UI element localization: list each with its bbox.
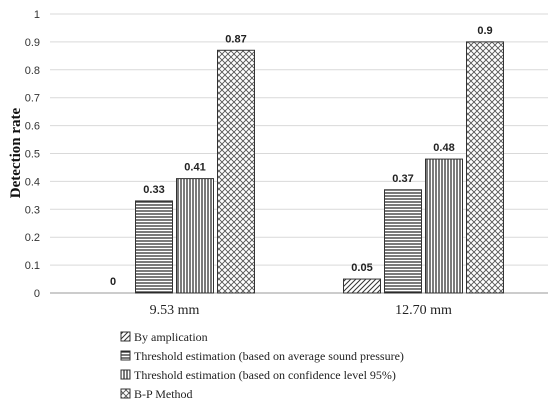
data-label: 0.37	[392, 173, 413, 185]
bar-3-1	[176, 178, 214, 294]
legend-label: By amplication	[134, 330, 208, 344]
data-label: 0.9	[477, 25, 492, 37]
bar-4-1	[217, 49, 255, 294]
y-tick-label: 0.3	[25, 204, 40, 216]
y-tick-label: 0	[34, 288, 40, 300]
gridlines	[50, 13, 548, 294]
bar-3-2	[425, 158, 463, 294]
bars	[135, 41, 504, 294]
y-tick-label: 0.9	[25, 37, 40, 49]
data-label: 0	[110, 276, 116, 288]
y-tick-label: 0.1	[25, 260, 40, 272]
bar-4-2	[466, 41, 504, 294]
data-label: 0.41	[184, 162, 205, 174]
y-axis-label: Detection rate	[8, 107, 24, 198]
y-tick-label: 0.4	[25, 176, 40, 188]
legend-swatch	[120, 388, 131, 399]
bar-2-2	[384, 189, 422, 294]
category-label: 9.53 mm	[150, 303, 200, 318]
data-label: 0.87	[225, 33, 246, 45]
y-axis-ticks: 0 0.1 0.2 0.3 0.4 0.5 0.6 0.7 0.8 0.9 1	[25, 9, 40, 300]
legend-swatch	[120, 369, 131, 380]
y-tick-label: 0.2	[25, 232, 40, 244]
category-label: 12.70 mm	[395, 303, 452, 318]
data-labels: 0 0.33 0.41 0.87 0.05 0.37 0.48 0.9	[110, 25, 493, 288]
y-tick-label: 0.6	[25, 121, 40, 133]
y-tick-label: 0.8	[25, 65, 40, 77]
legend-swatch	[120, 350, 131, 361]
y-tick-label: 0.7	[25, 93, 40, 105]
legend-label: Threshold estimation (based on average s…	[134, 349, 404, 363]
legend: By amplication Threshold estimation (base…	[120, 330, 404, 401]
data-label: 0.33	[143, 184, 164, 196]
y-tick-label: 1	[34, 9, 40, 21]
x-axis-categories: 9.53 mm 12.70 mm	[150, 303, 452, 318]
bar-2-1	[135, 200, 173, 294]
legend-label: Threshold estimation (based on confidenc…	[134, 368, 396, 382]
bar-1-2	[343, 278, 381, 294]
legend-swatch	[120, 331, 131, 342]
legend-label: B-P Method	[134, 387, 193, 401]
y-tick-label: 0.5	[25, 149, 40, 161]
data-label: 0.05	[351, 262, 372, 274]
data-label: 0.48	[433, 142, 454, 154]
